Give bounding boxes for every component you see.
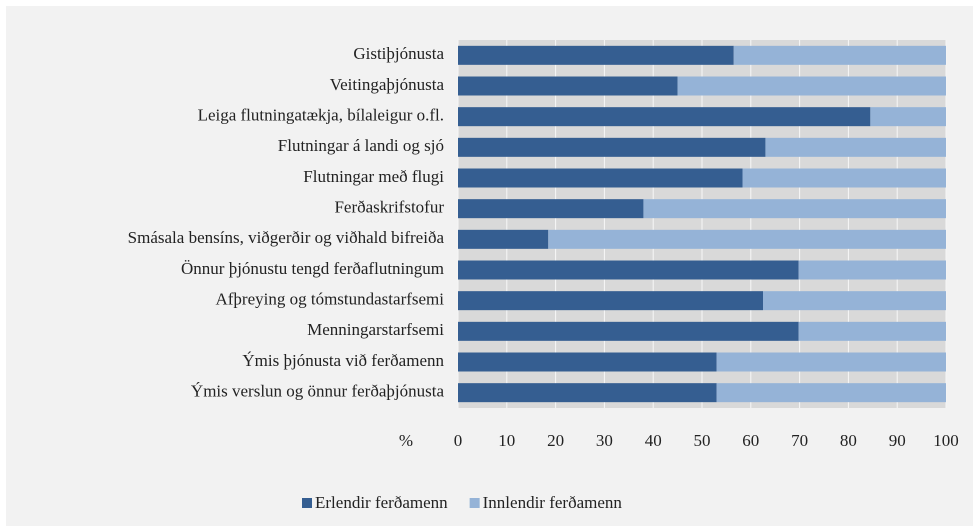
- x-tick-label: 100: [933, 431, 959, 450]
- bar-segment: [870, 107, 946, 127]
- bar-segment: [733, 45, 946, 65]
- y-tick-label: Afþreying og tómstundastarfsemi: [215, 290, 444, 309]
- y-tick-label: Ýmis þjónusta við ferðamenn: [242, 351, 444, 370]
- legend-swatch: [302, 498, 312, 508]
- bar-segment: [763, 291, 946, 311]
- bar-segment: [798, 321, 946, 341]
- y-tick-label: Smásala bensíns, viðgerðir og viðhald bi…: [128, 228, 445, 247]
- x-tick-label: 0: [454, 431, 463, 450]
- y-tick-label: Ferðaskrifstofur: [334, 198, 444, 217]
- bar-segment: [742, 168, 946, 188]
- x-tick-label: 80: [840, 431, 857, 450]
- x-axis-label: %: [399, 431, 413, 450]
- bar-segment: [458, 137, 766, 157]
- bar-segment: [548, 229, 946, 249]
- x-tick-label: 30: [596, 431, 613, 450]
- bar-segment: [765, 137, 946, 157]
- bar-segment: [458, 383, 717, 403]
- legend-label: Erlendir ferðamenn: [315, 493, 448, 512]
- bar-segment: [458, 291, 763, 311]
- y-tick-label: Önnur þjónustu tengd ferðaflutningum: [181, 259, 444, 278]
- x-tick-label: 10: [498, 431, 515, 450]
- y-tick-label: Ýmis verslun og önnur ferðaþjónusta: [191, 382, 445, 401]
- bar-segment: [458, 321, 799, 341]
- bar-segment: [458, 168, 743, 188]
- y-tick-label: Veitingaþjónusta: [330, 75, 445, 94]
- legend-swatch: [469, 498, 480, 508]
- x-tick-label: 60: [742, 431, 759, 450]
- y-tick-label: Flutningar með flugi: [303, 167, 444, 186]
- bar-segment: [458, 260, 799, 280]
- x-tick-label: 50: [694, 431, 711, 450]
- bar-segment: [458, 107, 871, 127]
- bar-segment: [677, 76, 946, 96]
- bar-segment: [716, 352, 946, 372]
- legend-label: Innlendir ferðamenn: [483, 493, 623, 512]
- bar-segment: [458, 45, 734, 65]
- bar-segment: [716, 383, 946, 403]
- bar-segment: [458, 199, 644, 219]
- x-tick-label: 70: [791, 431, 808, 450]
- y-tick-label: Menningarstarfsemi: [307, 320, 444, 339]
- y-tick-label: Flutningar á landi og sjó: [278, 136, 444, 155]
- bar-segment: [458, 76, 678, 96]
- bar-segment: [798, 260, 946, 280]
- bar-segment: [458, 229, 549, 249]
- bar-segment: [643, 199, 946, 219]
- y-tick-label: Leiga flutningatækja, bílaleigur o.fl.: [198, 106, 444, 125]
- x-tick-label: 40: [645, 431, 662, 450]
- bar-segment: [458, 352, 717, 372]
- x-tick-label: 20: [547, 431, 564, 450]
- x-tick-label: 90: [889, 431, 906, 450]
- y-tick-label: Gistiþjónusta: [353, 44, 444, 63]
